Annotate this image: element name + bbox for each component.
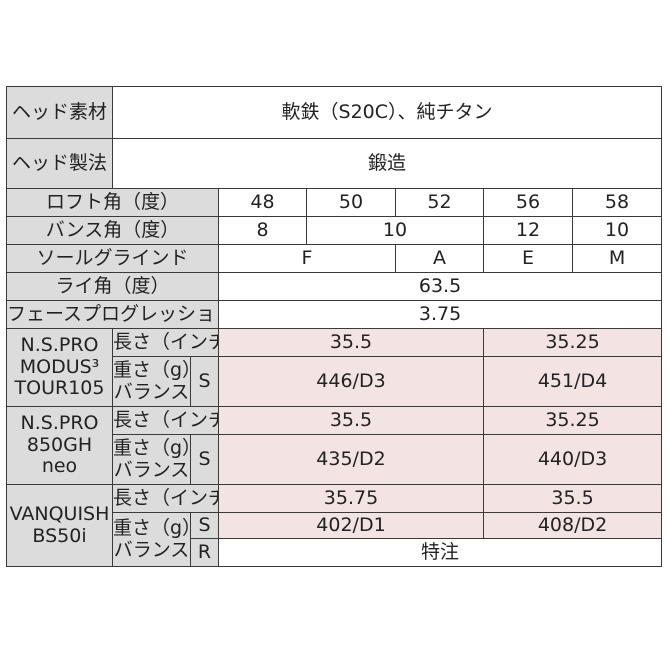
vanquish-length-row: VANQUISH BS50i 長さ（インチ） 35.75 35.5 [6, 484, 663, 567]
modus-weight-value: 451/D4 [482, 356, 663, 407]
vanquish-weight-r-row: R 特注 [7, 538, 663, 567]
loft-value: 52 [395, 188, 484, 217]
weight-label-line: バランス [113, 380, 190, 403]
loft-value: 50 [306, 188, 396, 217]
neo-length-value: 35.25 [482, 406, 663, 435]
flex-label: S [190, 356, 219, 407]
weight-label: 重さ（g）/ バランス [112, 356, 191, 407]
vanquish-shaft-name: VANQUISH BS50i [6, 484, 113, 567]
modus-shaft-name: N.S.PRO MODUS³ TOUR105 [6, 328, 113, 407]
vanquish-length-value: 35.5 [482, 484, 663, 513]
modus-length-row: N.S.PRO MODUS³ TOUR105 長さ（インチ） 35.5 35.2… [6, 328, 663, 407]
neo-length-value: 35.5 [218, 406, 484, 435]
shaft-name-line: N.S.PRO [20, 411, 99, 434]
weight-label: 重さ（g）/ バランス [112, 512, 191, 567]
sole-value: E [483, 244, 573, 273]
modus-length-value: 35.25 [482, 328, 663, 357]
length-label: 長さ（インチ） [112, 484, 219, 513]
vanquish-length-value: 35.75 [218, 484, 484, 513]
neo-shaft-name: N.S.PRO 850GH neo [6, 406, 113, 485]
length-label: 長さ（インチ） [112, 328, 219, 357]
weight-label-line: 重さ（g）/ [113, 436, 190, 459]
face-progression-row: フェースプログレッション（mm） 3.75 [6, 300, 663, 329]
shaft-name-line: MODUS³ [19, 355, 100, 378]
loft-row: ロフト角（度） 48 50 52 56 58 [6, 188, 663, 217]
head-method-label: ヘッド製法 [6, 138, 113, 189]
weight-label-line: 重さ（g）/ [113, 516, 190, 539]
neo-weight-row: 重さ（g）/ バランス S 435/D2 440/D3 [7, 434, 663, 485]
loft-value: 48 [218, 188, 307, 217]
loft-value: 58 [571, 188, 663, 217]
vanquish-r-value: 特注 [217, 538, 663, 567]
sole-label: ソールグラインド [6, 244, 219, 273]
vanquish-weight-value: 408/D2 [482, 512, 663, 539]
vanquish-weight-value: 402/D1 [218, 512, 484, 539]
face-progression-label: フェースプログレッション（mm） [6, 300, 219, 329]
head-material-value: 軟鉄（S20C）、純チタン [111, 86, 663, 139]
flex-label: R [190, 538, 219, 567]
spec-table: ヘッド素材 軟鉄（S20C）、純チタン ヘッド製法 鍛造 ロフト角（度） 48 … [6, 86, 663, 567]
bounce-label: バンス角（度） [6, 216, 219, 245]
shaft-name-line: neo [41, 455, 78, 478]
loft-value: 56 [483, 188, 573, 217]
weight-label-line: 重さ（g）/ [113, 358, 190, 381]
head-material-label: ヘッド素材 [6, 86, 113, 139]
shaft-name-line: N.S.PRO [20, 333, 99, 356]
sole-value: A [395, 244, 484, 273]
head-method-value: 鍛造 [111, 138, 663, 189]
neo-weight-value: 440/D3 [482, 434, 663, 485]
weight-label: 重さ（g）/ バランス [112, 434, 191, 485]
head-method-row: ヘッド製法 鍛造 [6, 138, 663, 189]
sole-value: M [571, 244, 663, 273]
lie-row: ライ角（度） 63.5 [6, 272, 663, 301]
modus-length-value: 35.5 [218, 328, 484, 357]
bounce-value: 8 [218, 216, 307, 245]
sole-row: ソールグラインド F A E M [6, 244, 663, 273]
weight-label-line: バランス [113, 458, 190, 481]
flex-label: S [190, 512, 219, 539]
sole-value: F [218, 244, 396, 273]
modus-weight-value: 446/D3 [218, 356, 484, 407]
lie-value: 63.5 [217, 272, 663, 301]
lie-label: ライ角（度） [6, 272, 219, 301]
flex-label: S [190, 434, 219, 485]
vanquish-weight-s-row: 重さ（g）/ バランス S 402/D1 408/D2 [7, 512, 663, 567]
bounce-value: 10 [306, 216, 484, 245]
loft-label: ロフト角（度） [6, 188, 219, 217]
weight-label-line: バランス [113, 538, 190, 561]
shaft-name-line: TOUR105 [14, 377, 105, 400]
shaft-name-line: BS50i [32, 524, 87, 547]
shaft-name-line: 850GH [26, 433, 93, 456]
head-material-row: ヘッド素材 軟鉄（S20C）、純チタン [6, 86, 663, 139]
shaft-name-line: VANQUISH [9, 502, 110, 525]
neo-weight-value: 435/D2 [218, 434, 484, 485]
face-progression-value: 3.75 [217, 300, 663, 329]
bounce-value: 12 [483, 216, 573, 245]
modus-weight-row: 重さ（g）/ バランス S 446/D3 451/D4 [7, 356, 663, 407]
bounce-row: バンス角（度） 8 10 12 10 [6, 216, 663, 245]
neo-length-row: N.S.PRO 850GH neo 長さ（インチ） 35.5 35.25 [6, 406, 663, 485]
bounce-value: 10 [571, 216, 663, 245]
length-label: 長さ（インチ） [112, 406, 219, 435]
